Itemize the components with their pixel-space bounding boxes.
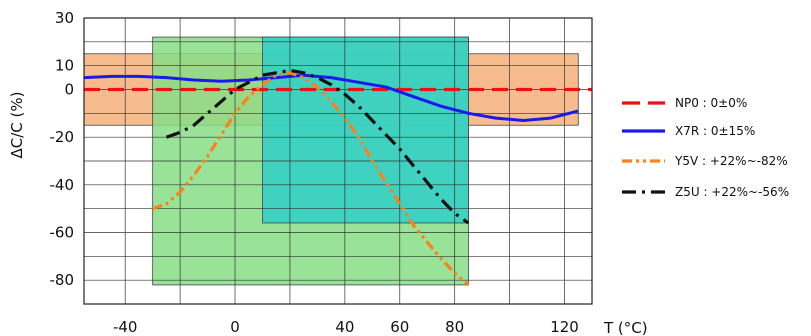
legend-label-3: Z5U : +22%~-56%	[675, 185, 789, 199]
x-tick-label: 0	[230, 318, 240, 336]
x-tick-label: 120	[550, 318, 579, 336]
x-tick-label: -40	[113, 318, 138, 336]
y-tick-label: -20	[50, 128, 75, 146]
y-tick-label: 0	[64, 81, 74, 99]
x-tick-labels: -40 0 40 60 80 120	[113, 318, 579, 336]
x-axis-title: T (°C)	[603, 319, 648, 336]
legend-label-1: X7R : 0±15%	[675, 124, 755, 138]
y-tick-labels: 30 10 0 -20 -40 -60 -80	[50, 9, 75, 289]
legend-label-2: Y5V : +22%~-82%	[674, 154, 788, 168]
legend-label-0: NP0 : 0±0%	[675, 96, 747, 110]
y-tick-label: 10	[55, 57, 74, 75]
x-tick-label: 40	[335, 318, 354, 336]
y-tick-label: -80	[50, 271, 75, 289]
series-line-1	[83, 73, 579, 122]
x-tick-label: 80	[445, 318, 464, 336]
data-series	[83, 68, 592, 287]
x-tick-label: 60	[390, 318, 409, 336]
y-tick-label: -60	[50, 224, 75, 242]
tolerance-band-2	[262, 36, 469, 224]
y-tick-label: 30	[55, 9, 74, 27]
y-tick-label: -40	[50, 176, 75, 194]
legend: NP0 : 0±0% X7R : 0±15% Y5V : +22%~-82% Z5U …	[622, 96, 789, 199]
series-line-3	[165, 68, 470, 225]
plot-frame	[83, 17, 593, 305]
y-axis-title: ΔC/C (%)	[8, 92, 26, 159]
